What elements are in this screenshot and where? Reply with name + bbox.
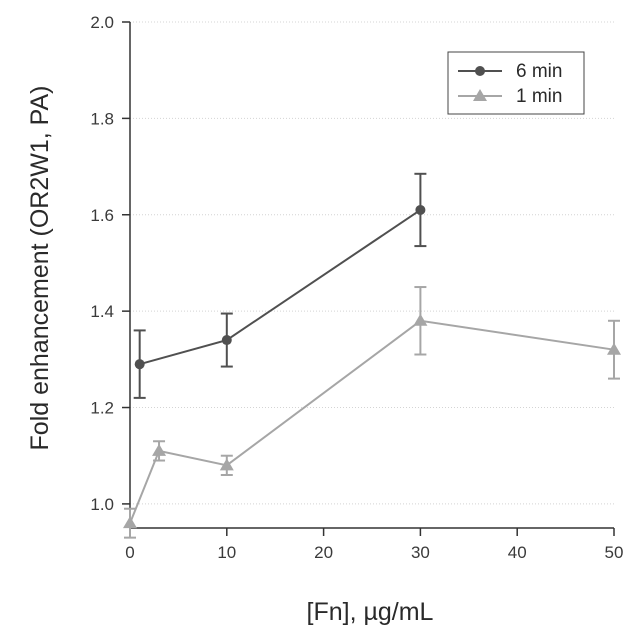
x-tick-label: 20 bbox=[314, 543, 333, 562]
data-point bbox=[415, 205, 425, 215]
line-chart: 1.0 1.2 1.4 1.6 1.8 2.0 0 10 20 30 40 50 6 min 1 min… bbox=[0, 0, 640, 640]
series-line bbox=[140, 210, 421, 364]
legend-label: 6 min bbox=[516, 61, 562, 82]
y-tick-label: 1.0 bbox=[90, 495, 114, 514]
series-group bbox=[123, 174, 621, 538]
y-tick-label: 1.4 bbox=[90, 302, 114, 321]
legend-label: 1 min bbox=[516, 86, 562, 107]
y-tick-label: 1.2 bbox=[90, 399, 114, 418]
data-point bbox=[123, 516, 137, 528]
data-point bbox=[413, 314, 427, 326]
legend: 6 min 1 min bbox=[448, 52, 584, 114]
data-point bbox=[135, 359, 145, 369]
data-point bbox=[222, 335, 232, 345]
x-tick-label: 30 bbox=[411, 543, 430, 562]
data-point bbox=[152, 444, 166, 456]
y-tick-label: 1.8 bbox=[90, 109, 114, 128]
series-line bbox=[130, 321, 614, 523]
series-6-min bbox=[134, 174, 427, 398]
y-tick-label: 1.6 bbox=[90, 206, 114, 225]
legend-marker bbox=[475, 66, 485, 76]
x-tick-label: 10 bbox=[217, 543, 236, 562]
x-axis-title: [Fn], µg/mL bbox=[307, 598, 434, 626]
y-tick-label: 2.0 bbox=[90, 13, 114, 32]
y-axis-title: Fold enhancement (OR2W1, PA) bbox=[26, 86, 54, 451]
x-tick-label: 50 bbox=[605, 543, 624, 562]
series-1-min bbox=[123, 287, 621, 538]
x-tick-label: 40 bbox=[508, 543, 527, 562]
x-tick-label: 0 bbox=[125, 543, 134, 562]
